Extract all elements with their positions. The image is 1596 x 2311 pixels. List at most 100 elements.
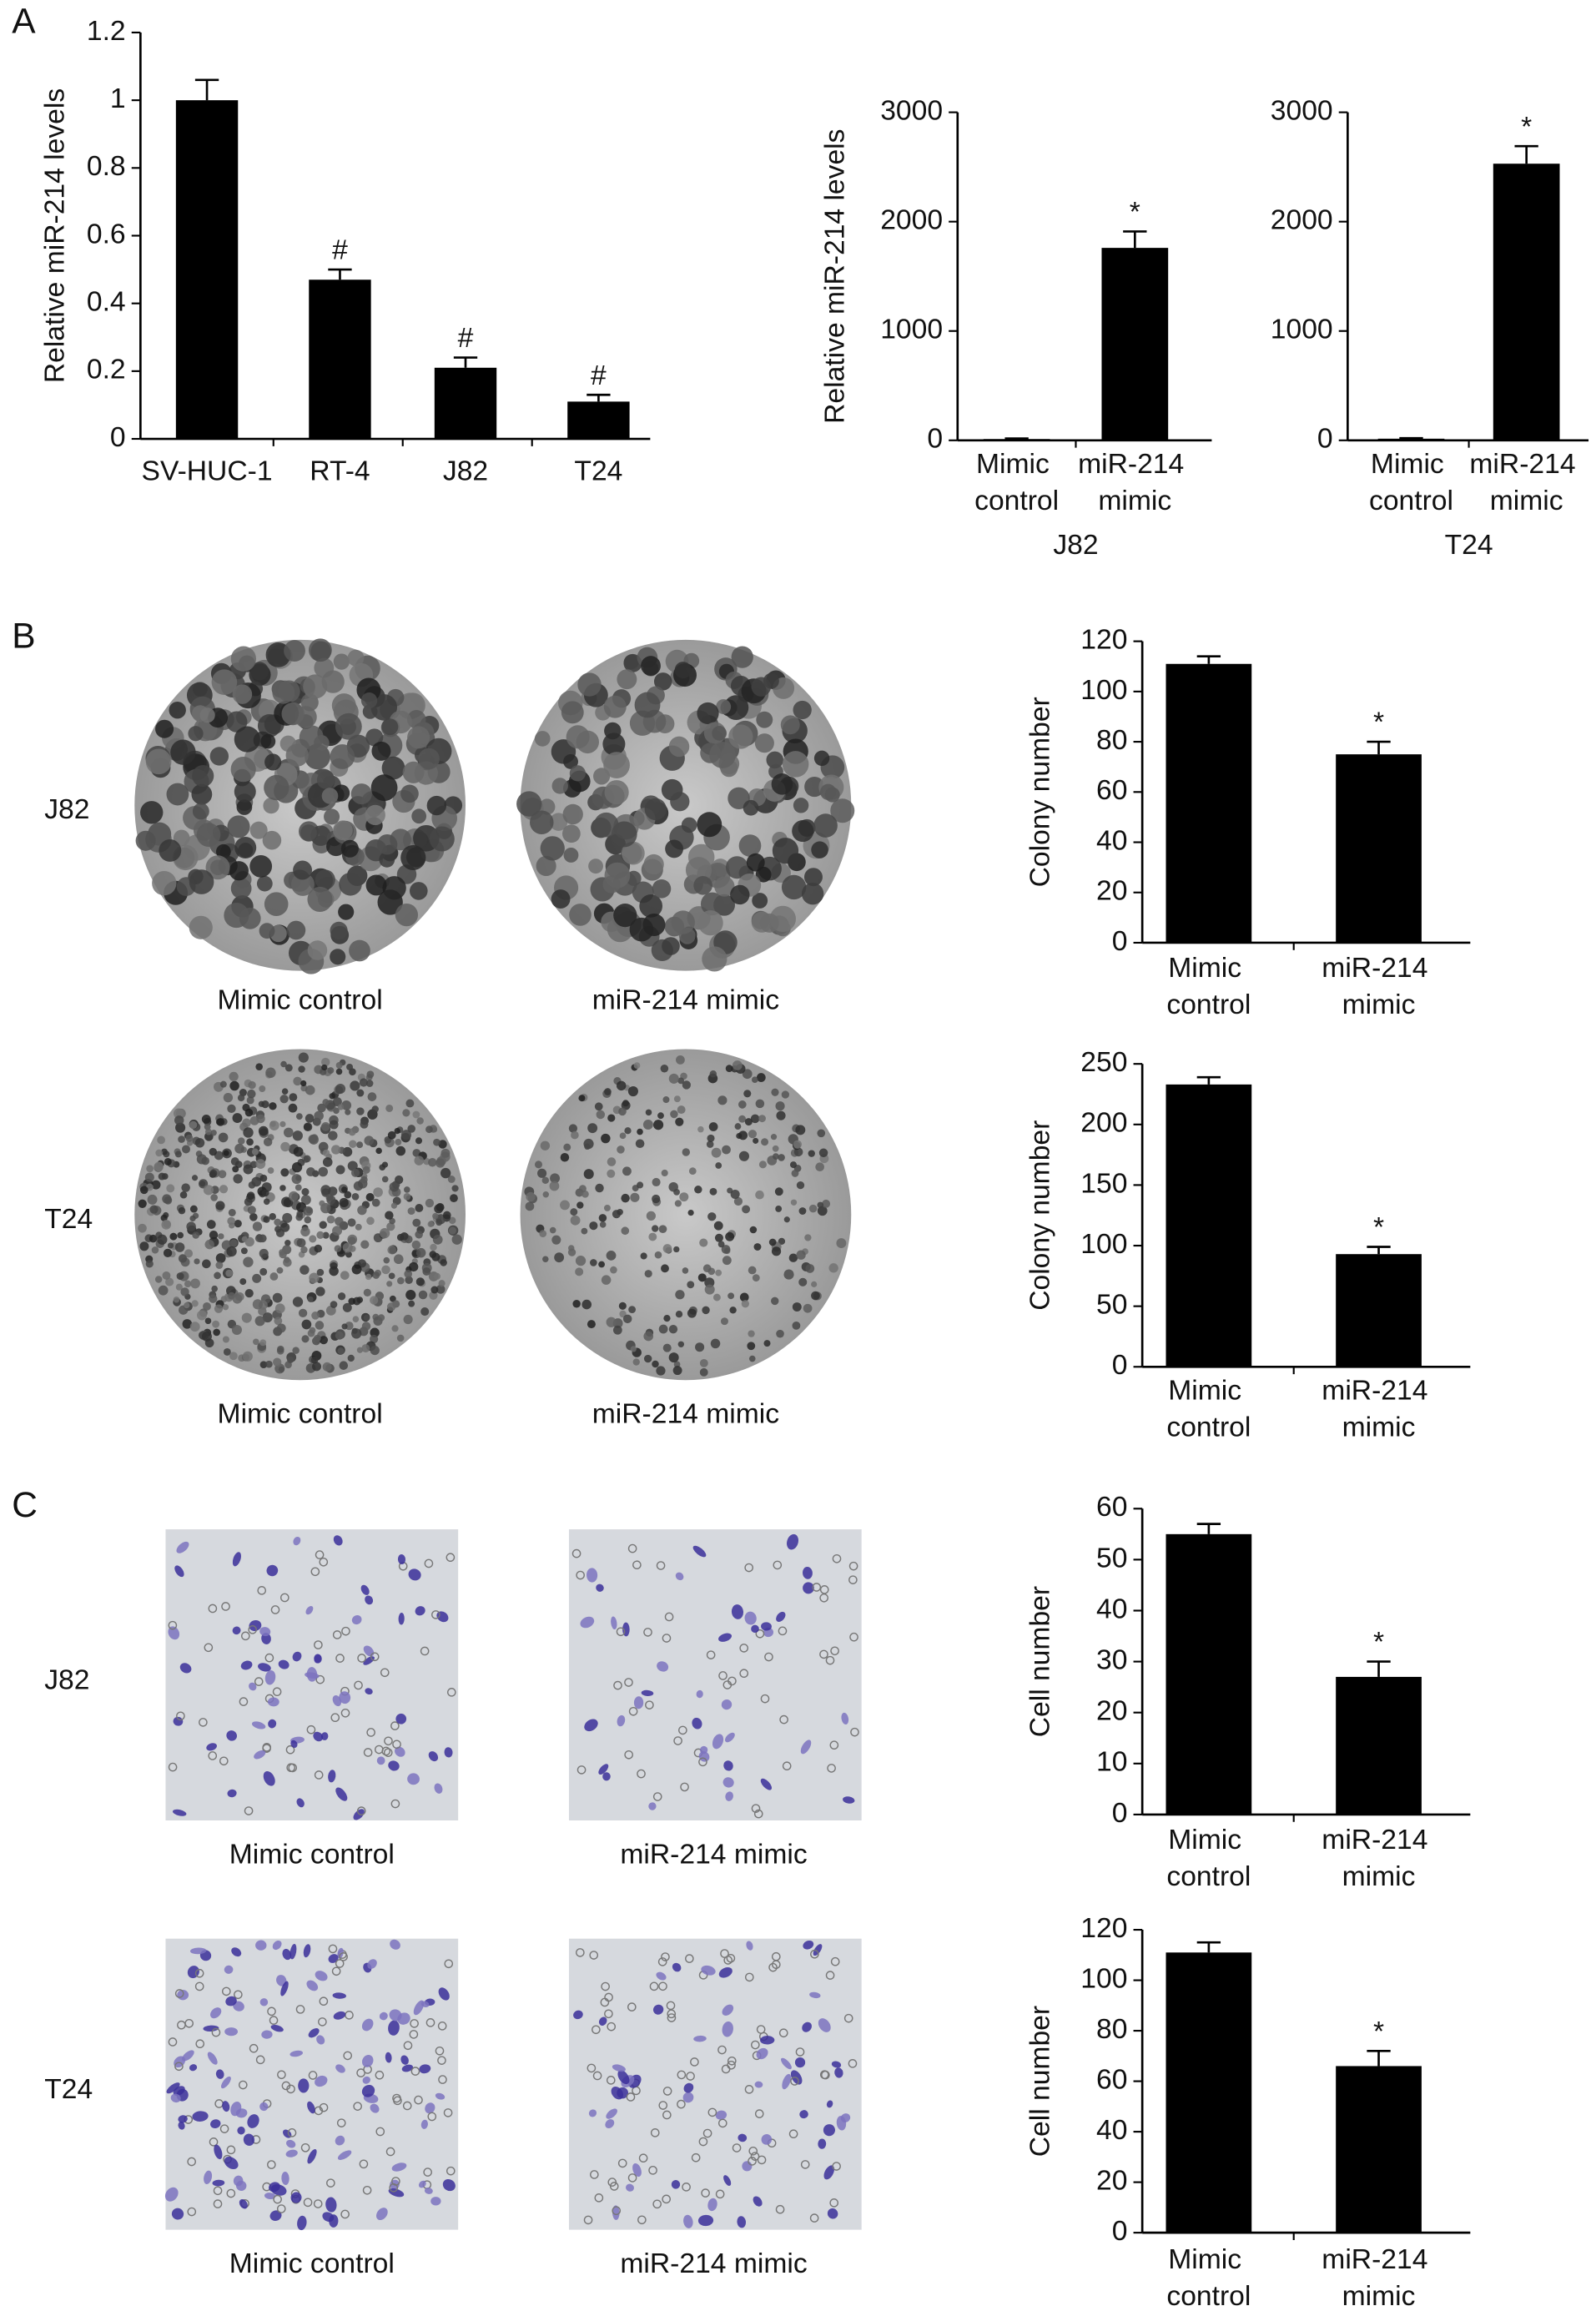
colony [223, 1150, 229, 1156]
colony [702, 1264, 712, 1273]
colony [339, 1197, 349, 1208]
colony [184, 1302, 190, 1309]
pore [850, 1727, 859, 1737]
pore [313, 2199, 323, 2208]
colony [286, 920, 306, 940]
colony [330, 921, 348, 939]
pore [648, 2166, 657, 2175]
colony [319, 1221, 327, 1229]
colony [389, 1181, 400, 1192]
colony [754, 733, 774, 753]
colony [140, 801, 164, 824]
colony [751, 1076, 758, 1084]
cell [268, 1719, 277, 1729]
pore [176, 1711, 185, 1721]
cell [226, 1730, 237, 1741]
pore [643, 1628, 652, 1637]
cell [598, 2016, 607, 2026]
pore [168, 2037, 178, 2047]
colony [311, 1312, 320, 1320]
colony [157, 1234, 168, 1245]
cell [314, 1654, 322, 1664]
colony [407, 726, 430, 749]
colony [274, 1303, 285, 1314]
cell [362, 2055, 374, 2067]
colony [729, 1307, 737, 1314]
colony [346, 1063, 354, 1070]
colony [534, 731, 551, 747]
cell [407, 1773, 420, 1785]
colony [587, 1123, 598, 1134]
colony [400, 844, 426, 871]
bar [1336, 1254, 1422, 1367]
pore [849, 1632, 858, 1642]
bar [309, 279, 371, 440]
colony [415, 1277, 425, 1286]
colony [602, 875, 621, 894]
cell [388, 2020, 400, 2036]
colony [356, 1296, 364, 1303]
cell [293, 1536, 301, 1546]
cell [672, 1962, 682, 1972]
cell [580, 1616, 595, 1629]
cell [641, 1689, 654, 1696]
colony [662, 1244, 672, 1253]
pore [637, 2215, 647, 2225]
colony [139, 1241, 149, 1251]
colony [324, 808, 340, 825]
cell [721, 1699, 733, 1710]
pore [194, 1981, 204, 1991]
colony [335, 1061, 343, 1069]
pore [576, 1948, 585, 1957]
colony [242, 1351, 253, 1362]
colony [699, 1367, 708, 1377]
colony [575, 1267, 584, 1276]
colony [365, 874, 387, 896]
cell [818, 2138, 827, 2149]
colony [356, 1107, 365, 1115]
colony [347, 1218, 356, 1227]
pore [187, 2207, 197, 2217]
pore [238, 2080, 248, 2090]
cell [337, 2150, 352, 2160]
colony [616, 1080, 627, 1091]
colony [247, 1089, 256, 1099]
colony [394, 1127, 400, 1135]
colony [730, 1189, 740, 1199]
colony [229, 1352, 238, 1361]
cell [289, 1943, 297, 1960]
colony [693, 875, 712, 895]
pore [269, 2016, 279, 2025]
cell [285, 2149, 298, 2157]
cell [418, 2180, 426, 2188]
colony [756, 711, 773, 728]
cell [225, 1996, 237, 2006]
pore [827, 1764, 836, 1773]
colony [635, 1139, 645, 1149]
colony [244, 1197, 253, 1206]
colony [617, 669, 637, 690]
cell [362, 2076, 370, 2084]
colony [260, 733, 276, 749]
pore [286, 2084, 295, 2094]
colony [178, 1206, 186, 1215]
image-caption: miR-214 mimic [592, 1399, 779, 1430]
colony [430, 1243, 437, 1251]
colony [361, 1322, 371, 1331]
cell [305, 1672, 320, 1679]
x-tick-label: miR-214 mimic [1469, 449, 1583, 516]
colony [618, 1107, 627, 1116]
colony [601, 1133, 611, 1144]
pore [587, 2063, 597, 2073]
pore [773, 1560, 783, 1570]
colony [738, 1115, 747, 1123]
colony [750, 1114, 760, 1124]
pore [604, 1992, 613, 2002]
colony [205, 855, 230, 880]
colony [612, 1210, 622, 1219]
cell [207, 2052, 218, 2065]
colony [360, 1176, 368, 1184]
pore [821, 2070, 830, 2080]
colony [766, 751, 784, 769]
